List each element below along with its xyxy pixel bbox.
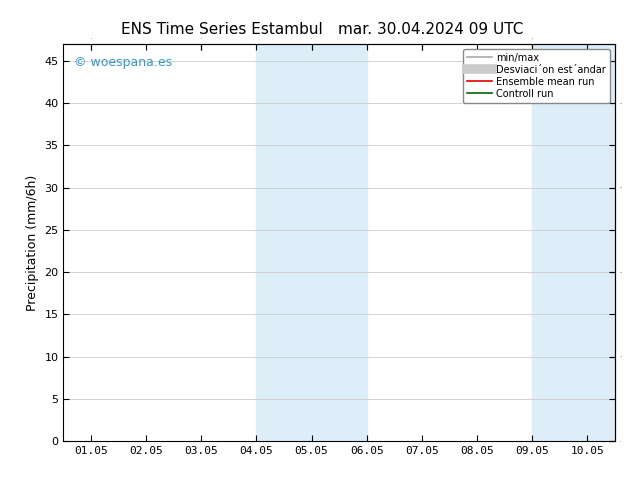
Bar bbox=[588, 44, 615, 441]
Legend: min/max, Desviaci´on est´andar, Ensemble mean run, Controll run: min/max, Desviaci´on est´andar, Ensemble… bbox=[463, 49, 610, 102]
Bar bbox=[256, 44, 312, 441]
Bar bbox=[312, 44, 367, 441]
Text: © woespana.es: © woespana.es bbox=[74, 56, 172, 69]
Y-axis label: Precipitation (mm/6h): Precipitation (mm/6h) bbox=[26, 174, 39, 311]
Bar bbox=[533, 44, 588, 441]
Text: ENS Time Series Estambul: ENS Time Series Estambul bbox=[121, 22, 323, 37]
Text: mar. 30.04.2024 09 UTC: mar. 30.04.2024 09 UTC bbox=[339, 22, 524, 37]
